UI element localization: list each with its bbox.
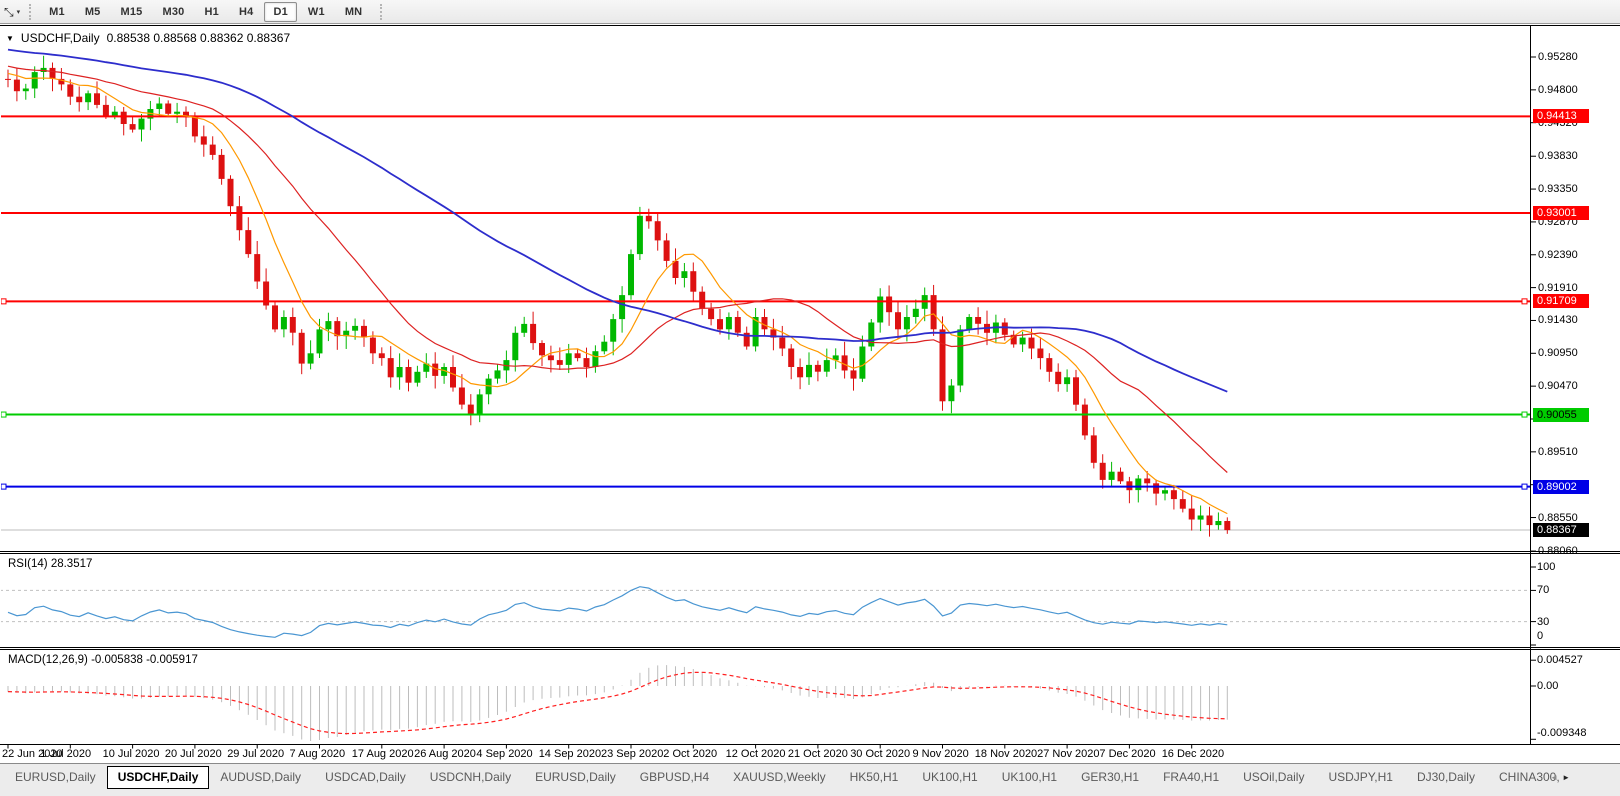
chart-tab-fra40-h1[interactable]: FRA40,H1 bbox=[1163, 770, 1220, 784]
date-axis-label: 1 Jul 2020 bbox=[40, 748, 92, 760]
price-axis-label: 0.95280 bbox=[1538, 51, 1578, 63]
price-axis-label: 0.90470 bbox=[1538, 380, 1578, 393]
timeframe-button-d1[interactable]: D1 bbox=[264, 1, 297, 22]
date-axis-label: 12 Oct 2020 bbox=[725, 748, 786, 760]
date-axis-label: 10 Jul 2020 bbox=[102, 748, 160, 760]
timeframe-button-m1[interactable]: M1 bbox=[49, 5, 65, 18]
timeframe-buttons: M1 M5 M15 M30 H1 H4 D1 W1 MN bbox=[39, 1, 372, 22]
macd-axis-label: -0.009348 bbox=[1537, 727, 1587, 739]
date-axis-label: 20 Jul 2020 bbox=[164, 748, 222, 760]
toolbar-gripper bbox=[380, 3, 385, 20]
chart-tabbar: EURUSD,Daily USDCHF,Daily AUDUSD,Daily USDC… bbox=[0, 763, 1620, 796]
price-axis-label: 0.93830 bbox=[1538, 150, 1578, 163]
price-axis-label: 0.90950 bbox=[1538, 347, 1578, 360]
timeframe-button-w1[interactable]: W1 bbox=[307, 5, 325, 18]
level-price-badge: 0.91709 bbox=[1533, 294, 1589, 309]
macd-indicator-label: MACD(12,26,9) -0.005838 -0.005917 bbox=[8, 654, 198, 666]
quick-menu-triangle-icon: ▼ bbox=[6, 33, 14, 43]
date-axis-label: 7 Dec 2020 bbox=[1099, 748, 1156, 760]
price-axis-label: 0.92390 bbox=[1538, 248, 1578, 261]
chart-tab-dj30-daily[interactable]: DJ30,Daily bbox=[1416, 770, 1475, 784]
chevron-down-icon: ▾ bbox=[16, 8, 21, 16]
date-axis-label: 16 Dec 2020 bbox=[1161, 748, 1225, 760]
date-axis-label: 27 Nov 2020 bbox=[1037, 748, 1100, 760]
chart-tab-gbpusd-h4[interactable]: GBPUSD,H4 bbox=[639, 770, 710, 784]
date-axis-label: 21 Oct 2020 bbox=[787, 748, 848, 760]
rsi-axis-label: 30 bbox=[1537, 615, 1550, 628]
level-price-badge: 0.93001 bbox=[1533, 205, 1589, 220]
chart-tabs: EURUSD,Daily USDCHF,Daily AUDUSD,Daily USDC… bbox=[4, 766, 1560, 796]
timeframe-button-mn[interactable]: MN bbox=[344, 5, 363, 18]
timeframe-button-h1[interactable]: H1 bbox=[204, 5, 219, 18]
date-axis-label: 4 Sep 2020 bbox=[476, 748, 533, 760]
date-axis-label: 14 Sep 2020 bbox=[538, 748, 602, 760]
rsi-indicator-label: RSI(14) 28.3517 bbox=[8, 558, 93, 570]
chart-tab-china300-h1[interactable]: CHINA300,H1 bbox=[1498, 770, 1560, 784]
chart-tab-uk100-h1[interactable]: UK100,H1 bbox=[1001, 770, 1058, 784]
chart-legend[interactable]: ▼ USDCHF,Daily 0.88538 0.88568 0.88362 0… bbox=[6, 31, 290, 45]
price-axis-label: 0.91910 bbox=[1538, 281, 1578, 294]
date-axis-label: 9 Nov 2020 bbox=[912, 748, 969, 760]
chart-tab-eurusd-daily[interactable]: EURUSD,Daily bbox=[15, 770, 96, 784]
date-axis-label: 18 Nov 2020 bbox=[974, 748, 1038, 760]
price-axis-label: 0.89510 bbox=[1538, 445, 1578, 458]
chart-tab-ger30-h1[interactable]: GER30,H1 bbox=[1081, 770, 1140, 784]
pointer-tool-button[interactable]: ⤡ ▾ bbox=[0, 0, 24, 23]
level-price-badge: 0.89002 bbox=[1533, 479, 1589, 494]
date-axis-label: 7 Aug 2020 bbox=[289, 748, 346, 760]
price-axis-label: 0.91430 bbox=[1538, 314, 1578, 327]
timeframe-button-h4[interactable]: H4 bbox=[238, 5, 254, 18]
timeframe-toolbar: ⤡ ▾ M1 M5 M15 M30 H1 H4 D1 W1 MN bbox=[0, 0, 1620, 24]
current-price-badge: 0.88367 bbox=[1533, 523, 1589, 538]
tab-scroll-right-button[interactable]: ► bbox=[1562, 773, 1570, 782]
level-price-badge: 0.94413 bbox=[1533, 109, 1589, 124]
date-axis-label: 23 Sep 2020 bbox=[601, 748, 664, 760]
timeframe-button-m30[interactable]: M30 bbox=[162, 5, 185, 18]
chart-tab-xauusd-weekly[interactable]: XAUUSD,Weekly bbox=[733, 770, 826, 784]
date-axis-label: 22 Jun 2020 bbox=[2, 748, 63, 760]
date-axis-label: 30 Oct 2020 bbox=[850, 748, 911, 760]
price-axis-label: 0.88550 bbox=[1538, 511, 1578, 524]
date-axis-label: 17 Aug 2020 bbox=[351, 748, 414, 760]
date-axis-label: 29 Jul 2020 bbox=[227, 748, 285, 760]
macd-axis-label: 0.00 bbox=[1537, 680, 1559, 692]
price-axis-label: 0.93350 bbox=[1538, 183, 1578, 196]
chart-region: ▼ USDCHF,Daily 0.88538 0.88568 0.88362 0… bbox=[0, 24, 1620, 763]
rsi-axis-label: 0 bbox=[1537, 630, 1544, 642]
level-price-badge: 0.90055 bbox=[1533, 407, 1589, 422]
symbol-title: USDCHF,Daily bbox=[20, 31, 100, 45]
chart-tab-usdcad-daily[interactable]: USDCAD,Daily bbox=[325, 770, 406, 784]
chart-tab-usdjpy-h1[interactable]: USDJPY,H1 bbox=[1328, 770, 1393, 784]
rsi-axis-label: 70 bbox=[1537, 584, 1550, 597]
macd-axis-label: 0.004527 bbox=[1537, 654, 1583, 667]
chart-tab-usdcnh-daily[interactable]: USDCNH,Daily bbox=[429, 770, 512, 784]
chart-tab-uk100-h1[interactable]: UK100,H1 bbox=[922, 770, 978, 784]
date-axis-label: 2 Oct 2020 bbox=[663, 748, 718, 760]
chart-tab-hk50-h1[interactable]: HK50,H1 bbox=[849, 770, 899, 784]
date-axis-label: 26 Aug 2020 bbox=[414, 748, 476, 760]
chart-tab-usoil-daily[interactable]: USOil,Daily bbox=[1243, 770, 1305, 784]
pointer-tool-icon: ⤡ bbox=[4, 4, 14, 19]
timeframe-button-m15[interactable]: M15 bbox=[120, 5, 143, 18]
chart-tab-usdchf-daily[interactable]: USDCHF,Daily bbox=[106, 766, 210, 789]
timeframe-button-m5[interactable]: M5 bbox=[84, 5, 101, 18]
chart-tab-audusd-daily[interactable]: AUDUSD,Daily bbox=[220, 770, 302, 784]
toolbar-gripper bbox=[29, 3, 34, 20]
price-axis-label: 0.94800 bbox=[1538, 83, 1578, 96]
ohlc-quote: 0.88538 0.88568 0.88362 0.88367 bbox=[106, 31, 291, 45]
tab-scroll-left-button[interactable]: ◄ bbox=[1550, 773, 1558, 782]
rsi-axis-label: 100 bbox=[1537, 561, 1556, 573]
price-axis-label: 0.88060 bbox=[1538, 545, 1578, 558]
chart-tab-eurusd-daily[interactable]: EURUSD,Daily bbox=[535, 770, 616, 784]
